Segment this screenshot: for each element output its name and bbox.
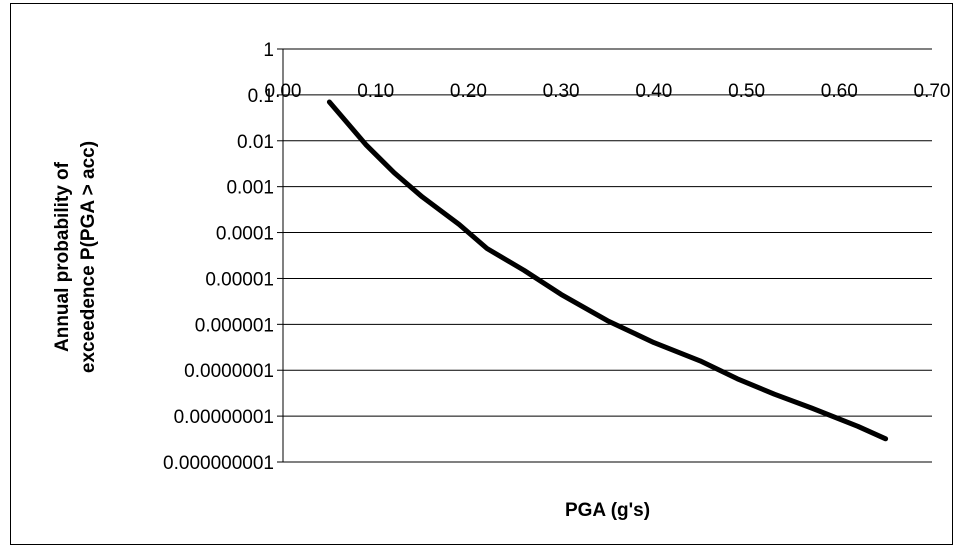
x-tick-label: 0.70 (914, 81, 951, 102)
y-axis-title: Annual probability of exceedence P(PGA > … (52, 141, 99, 373)
y-tick-label: 1 (263, 40, 274, 61)
x-tick-label: 0.60 (821, 81, 858, 102)
x-tick-label: 0.10 (357, 81, 394, 102)
y-axis-title-line: exceedence P(PGA > acc) (78, 141, 99, 373)
y-tick-label: 0.00000001 (174, 407, 274, 428)
y-tick-label: 0.01 (237, 132, 274, 153)
chart-frame (10, 3, 953, 545)
y-tick-label: 0.000000001 (163, 453, 274, 474)
x-axis-title: PGA (g's) (565, 500, 650, 521)
x-tick-label: 0.30 (543, 81, 580, 102)
y-tick-label: 0.1 (248, 86, 274, 107)
y-tick-label: 0.0000001 (184, 361, 274, 382)
x-tick-label: 0.20 (450, 81, 487, 102)
grid (283, 48, 932, 463)
y-tick-label: 0.001 (226, 178, 274, 199)
x-tick-label: 0.40 (635, 81, 672, 102)
series-line (326, 99, 889, 442)
y-axis-title-line: Annual probability of (52, 161, 73, 352)
x-ticks: 0.00 0.10 0.20 0.30 0.40 0.50 0.60 0.70 (265, 81, 951, 102)
y-tick-label: 0.0001 (216, 224, 274, 245)
y-tick-label: 0.000001 (195, 315, 274, 336)
x-tick-label: 0.50 (728, 81, 765, 102)
x-tick-label: 0.00 (265, 81, 302, 102)
y-tick-label: 0.00001 (205, 269, 274, 290)
y-ticks: 1 0.1 0.01 0.001 0.0001 0.00001 0.000001 0.0000… (163, 40, 283, 474)
